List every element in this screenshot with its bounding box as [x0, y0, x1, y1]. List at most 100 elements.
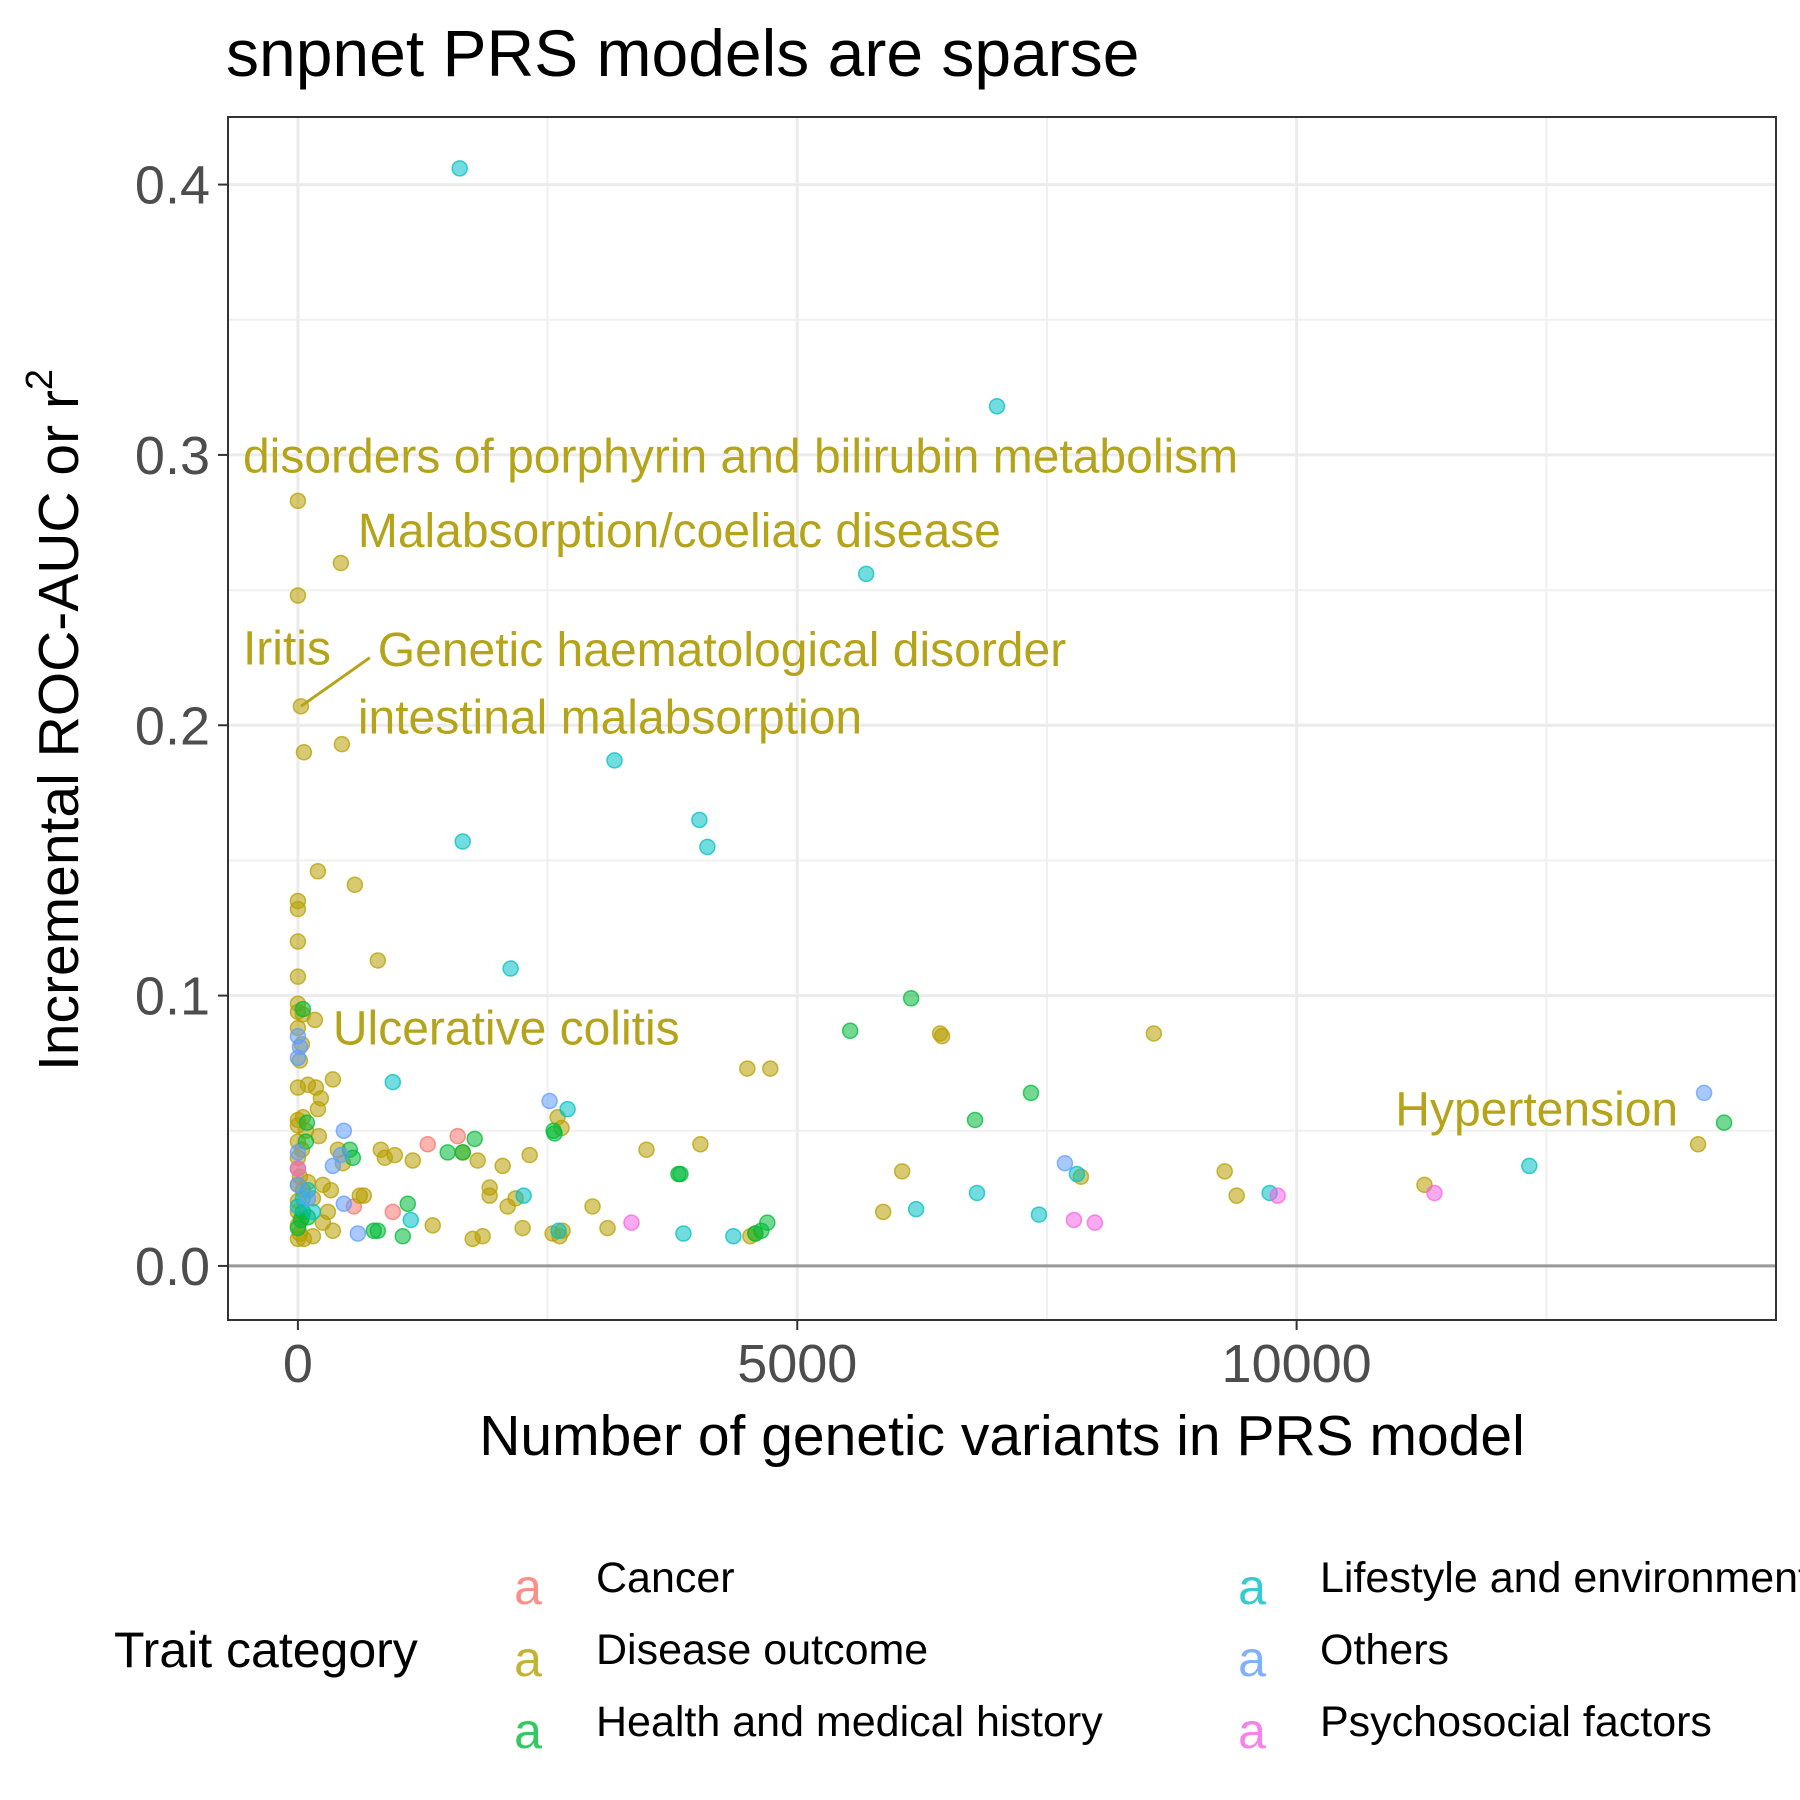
data-point [299, 1190, 317, 1207]
data-point [494, 1157, 511, 1175]
data-point [521, 1146, 538, 1164]
y-tick-label: 0.0 [135, 1237, 210, 1297]
data-points [289, 160, 1733, 1248]
data-point [309, 1100, 327, 1118]
data-point [386, 1146, 404, 1164]
legend-key-glyph: a [1238, 1631, 1266, 1687]
data-point [404, 1152, 422, 1169]
data-point [294, 1000, 312, 1018]
data-point [289, 1049, 307, 1067]
data-point [675, 1225, 692, 1242]
data-point [1065, 1211, 1083, 1229]
data-point [1216, 1163, 1233, 1180]
data-point [424, 1217, 441, 1234]
data-point [309, 862, 327, 880]
data-point [324, 1222, 342, 1240]
data-point [481, 1187, 498, 1204]
data-point [623, 1214, 640, 1231]
data-point [332, 554, 350, 572]
data-point [1086, 1214, 1104, 1231]
data-point [466, 1130, 483, 1148]
data-point [474, 1227, 491, 1245]
data-point [454, 833, 471, 850]
x-tick-label: 5000 [737, 1334, 857, 1394]
plot-panel-border [227, 116, 1777, 1321]
legend-key-glyph: a [1238, 1703, 1266, 1759]
minor-gridlines [228, 117, 1776, 1320]
data-point [1145, 1025, 1163, 1042]
data-point [402, 1211, 420, 1229]
data-point [289, 1219, 307, 1237]
data-point [1068, 1165, 1086, 1183]
data-point [1030, 1206, 1048, 1223]
data-point [1228, 1187, 1245, 1204]
data-point [691, 811, 708, 829]
data-point [469, 1152, 486, 1169]
y-axis-title-superscript: 2 [19, 369, 61, 390]
data-point [289, 492, 307, 510]
data-point [324, 1071, 342, 1088]
data-point [454, 1144, 471, 1161]
data-point [599, 1219, 616, 1237]
data-point [333, 735, 351, 753]
legend-label: Psychosocial factors [1320, 1698, 1712, 1746]
data-point [306, 1011, 324, 1029]
legend-key-glyph: a [514, 1631, 542, 1687]
data-point [559, 1100, 576, 1118]
y-axis-title: Incremental ROC-AUC or r2 [19, 369, 91, 1071]
data-point [1269, 1187, 1286, 1204]
data-point [324, 1157, 342, 1175]
legend-label: Lifestyle and environment [1320, 1554, 1800, 1602]
data-point [584, 1198, 601, 1215]
data-point [419, 1136, 436, 1153]
data-point [369, 952, 387, 969]
data-point [907, 1200, 925, 1218]
data-point [1426, 1184, 1443, 1202]
data-point [1695, 1084, 1713, 1102]
legend: Trait category a Cancer a Disease outcome a H… [114, 1554, 1800, 1759]
data-point [1521, 1157, 1538, 1175]
data-point [606, 752, 623, 769]
data-point [699, 838, 716, 856]
data-point [289, 968, 307, 985]
data-point [1689, 1136, 1707, 1153]
data-point [762, 1060, 779, 1077]
data-point [295, 744, 313, 761]
data-point [449, 1127, 466, 1145]
data-point [384, 1203, 402, 1221]
data-point [439, 1144, 456, 1161]
data-point [739, 1060, 756, 1077]
legend-key-glyph: a [514, 1559, 542, 1615]
data-point [289, 933, 307, 950]
data-point [725, 1227, 742, 1245]
data-point [502, 960, 519, 977]
data-point [841, 1022, 859, 1039]
data-point [541, 1092, 558, 1110]
data-point [968, 1184, 986, 1202]
x-tick-label: 0 [283, 1334, 313, 1394]
annotation-label: Hypertension [1395, 1083, 1678, 1136]
y-tick-label: 0.1 [135, 967, 210, 1027]
data-point [399, 1195, 417, 1213]
x-axis-title: Number of genetic variants in PRS model [479, 1404, 1524, 1468]
data-point [319, 1203, 337, 1221]
data-point [857, 565, 875, 583]
data-point [335, 1195, 353, 1213]
data-point [1022, 1084, 1040, 1102]
x-axis-ticks: 0 5000 10000 [283, 1320, 1372, 1394]
annotation-label: Iritis [243, 622, 331, 675]
y-axis-title-text: Incremental ROC-AUC or r [27, 390, 91, 1071]
annotation-label: Genetic haematological disorder [378, 624, 1066, 677]
data-point [304, 1203, 322, 1221]
data-point [304, 1227, 322, 1245]
data-point [335, 1122, 353, 1140]
annotation-label: intestinal malabsorption [358, 691, 862, 744]
legend-key-glyph: a [514, 1703, 542, 1759]
data-point [289, 1176, 307, 1194]
legend-label: Others [1320, 1626, 1449, 1674]
annotation-labels: disorders of porphyrin and bilirubin met… [243, 430, 1678, 1136]
data-point [546, 1125, 563, 1142]
legend-label: Cancer [596, 1554, 735, 1602]
annotation-label: disorders of porphyrin and bilirubin met… [243, 430, 1238, 483]
